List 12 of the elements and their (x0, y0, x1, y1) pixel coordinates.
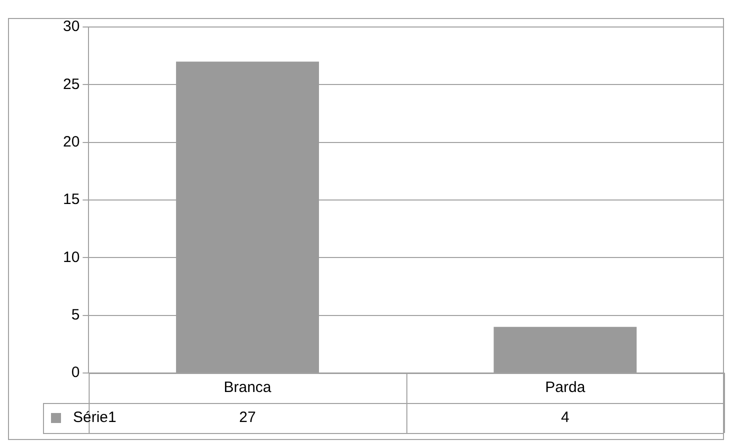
x-tick-label: Branca (224, 379, 272, 396)
y-tick-label: 15 (62, 191, 80, 208)
y-tick-label: 30 (62, 18, 80, 36)
y-tick-label: 5 (71, 306, 80, 324)
y-tick-label: 10 (62, 248, 80, 266)
y-tick-label: 25 (62, 76, 80, 93)
x-tick-label: Parda (545, 379, 586, 396)
y-tick-label: 0 (71, 364, 80, 382)
data-label: 4 (561, 409, 570, 426)
data-label: 27 (239, 409, 256, 426)
y-tick-label: 20 (62, 133, 80, 150)
legend-label: Série1 (73, 409, 116, 426)
